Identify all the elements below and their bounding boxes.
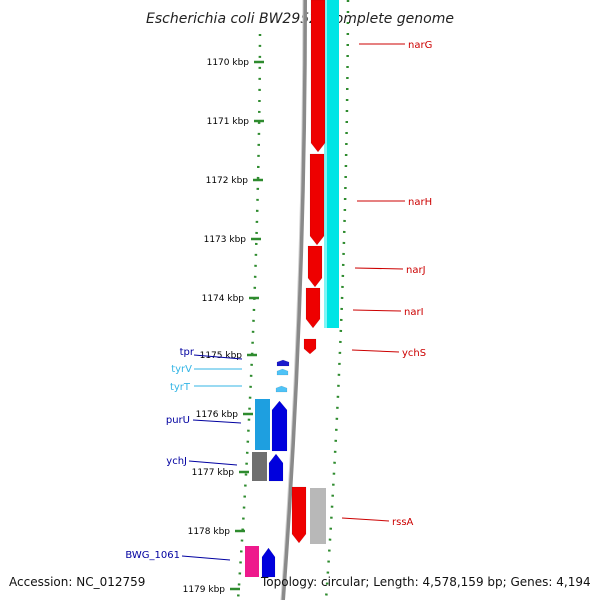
scale-tick-label: 1170 kbp: [207, 58, 250, 68]
gene-label-ychJ: ychJ: [166, 456, 187, 467]
gene-label-BWG_1061: BWG_1061: [125, 550, 180, 561]
feature-cyan-highlight: [324, 0, 327, 328]
feature-tpr: [276, 359, 290, 367]
scale-ticks: 1170 kbp 1171 kbp 1172 kbp 1173 kbp 1174 kbp…: [183, 58, 264, 595]
accession-text: Accession: NC_012759: [9, 575, 146, 589]
scale-tick-label: 1172 kbp: [206, 176, 249, 186]
backbone-highlight: [280, 0, 304, 600]
scale-tick-label: 1175 kbp: [200, 351, 243, 361]
feature-narJ: [307, 245, 323, 288]
feature-ychS: [303, 338, 317, 355]
scale-tick-label: 1178 kbp: [188, 527, 231, 537]
right-gene-labels: narG narH narJ narI ychS rssA: [341, 40, 432, 528]
feature-grey-rssA: [310, 488, 326, 544]
scale-tick-label: 1173 kbp: [204, 235, 247, 245]
scale-tick-label: 1179 kbp: [183, 585, 226, 595]
feature-rssA: [291, 486, 307, 544]
feature-narH: [309, 153, 325, 246]
gene-label-tyrT: tyrT: [170, 382, 191, 393]
backbone-strand: [281, 0, 307, 600]
scale-tick-label: 1171 kbp: [207, 117, 250, 127]
feature-ychJ-grey: [252, 452, 267, 481]
gene-label-tyrV: tyrV: [171, 364, 192, 375]
feature-BWG_1061-pink: [245, 546, 259, 577]
feature-tyrT: [275, 385, 288, 393]
left-gene-labels: tpr tyrV tyrT purU ychJ BWG_1061: [125, 347, 243, 561]
gene-label-tpr: tpr: [180, 347, 195, 358]
gene-label-narH: narH: [408, 197, 432, 208]
feature-purU: [271, 400, 288, 452]
feature-narG: [310, 0, 326, 153]
scale-tick-label: 1177 kbp: [192, 468, 235, 478]
feature-BWG_1061: [261, 547, 276, 578]
feature-cyan-strip: [324, 0, 339, 328]
scale-tick-label: 1176 kbp: [196, 410, 239, 420]
genome-title: Escherichia coli BW2952, complete genome: [146, 11, 454, 27]
genome-summary-text: Topology: circular; Length: 4,578,159 bp…: [261, 575, 591, 589]
feature-narI: [305, 287, 321, 329]
feature-tyrV: [276, 368, 289, 376]
genome-backbone: [280, 0, 307, 600]
gene-label-narJ: narJ: [406, 265, 426, 276]
gene-label-purU: purU: [166, 415, 190, 426]
gene-label-narI: narI: [404, 307, 424, 318]
feature-ychJ: [268, 453, 284, 482]
gene-label-narG: narG: [408, 40, 432, 51]
feature-purU-cyan: [255, 399, 270, 450]
scale-tick-label: 1174 kbp: [202, 294, 245, 304]
gene-label-rssA: rssA: [392, 517, 414, 528]
gene-features: [245, 0, 339, 578]
gene-label-ychS: ychS: [402, 348, 426, 359]
